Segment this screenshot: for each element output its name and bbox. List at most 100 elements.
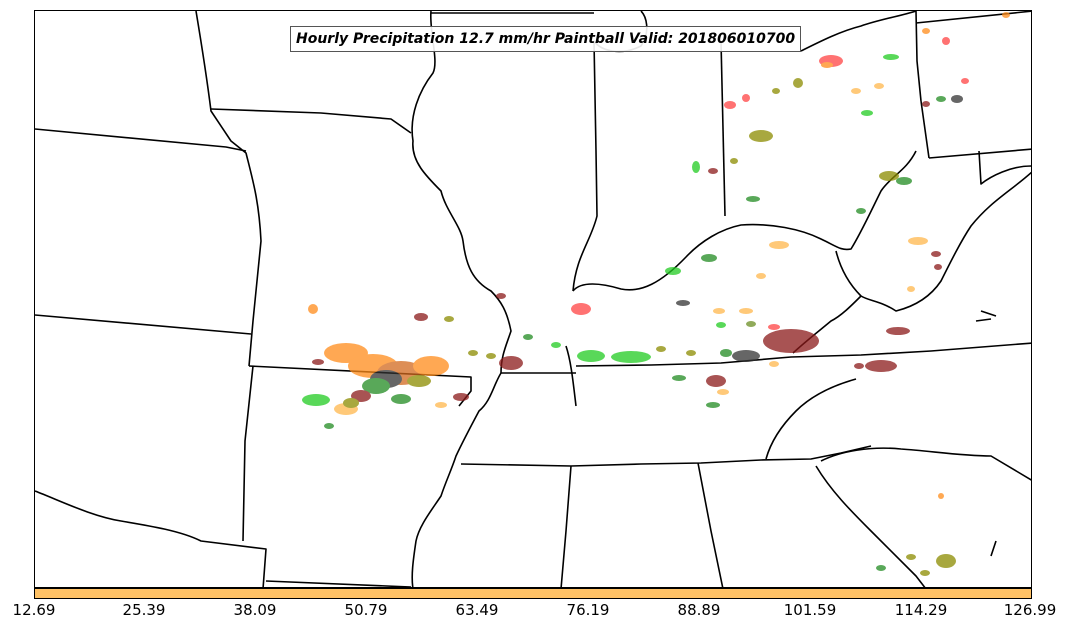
precip-blob	[920, 570, 930, 576]
precip-blob	[756, 273, 766, 279]
precip-blob	[922, 28, 930, 34]
precip-blob	[706, 402, 720, 408]
precip-blob	[444, 316, 454, 322]
precip-blob	[879, 171, 899, 181]
precip-blob	[938, 493, 944, 499]
colorbar-tick: 101.59	[783, 601, 837, 619]
state-boundaries	[35, 11, 1031, 587]
precip-blob	[896, 177, 912, 185]
map-canvas	[35, 11, 1031, 587]
precip-blob	[724, 101, 736, 109]
precip-blob	[676, 300, 690, 306]
precip-blob	[665, 267, 681, 275]
map-title: Hourly Precipitation 12.7 mm/hr Paintbal…	[290, 26, 802, 52]
precip-blob	[961, 78, 969, 84]
precip-blob	[942, 37, 950, 45]
boundary-in-oh	[720, 40, 726, 217]
precip-blob	[308, 304, 318, 314]
precip-blob	[746, 321, 756, 327]
boundary-oh-pa	[915, 11, 922, 102]
precip-blob	[496, 293, 506, 299]
colorbar-tick: 50.79	[344, 601, 388, 619]
boundary-ms-al	[560, 465, 572, 587]
precip-blob	[468, 350, 478, 356]
boundary-mississippi-lower	[411, 372, 502, 587]
precip-blob	[414, 313, 428, 321]
precip-blob	[793, 78, 803, 88]
precip-blob	[746, 196, 760, 202]
precip-blob	[523, 334, 533, 340]
precip-blob	[742, 94, 750, 102]
precip-blob	[720, 349, 732, 357]
precip-blob	[865, 360, 897, 372]
precip-blob	[769, 361, 779, 367]
boundary-nc-sc	[820, 447, 1031, 481]
precip-blob	[706, 375, 726, 387]
colorbar	[34, 588, 1032, 599]
precip-blob	[343, 398, 359, 408]
precip-blob	[951, 95, 963, 103]
precip-blob	[708, 168, 718, 174]
boundary-pa-west	[920, 100, 930, 159]
precip-blob	[874, 83, 884, 89]
precip-blob	[856, 208, 866, 214]
precip-paintball	[302, 12, 1010, 576]
colorbar-tick: 126.99	[1003, 601, 1057, 619]
precip-blob	[821, 62, 833, 68]
precip-blob	[312, 359, 324, 365]
colorbar-tick: 12.69	[12, 601, 56, 619]
precip-blob	[577, 350, 605, 362]
boundary-ar-ok	[242, 365, 254, 542]
precip-blob	[906, 554, 916, 560]
precip-blob	[413, 356, 449, 376]
colorbar-tick: 25.39	[122, 601, 166, 619]
precip-blob	[931, 251, 941, 257]
precip-blob	[716, 322, 726, 328]
boundary-mississippi-upper	[411, 11, 512, 374]
colorbar-ticks: 12.69 25.39 38.09 50.79 63.49 76.19 88.8…	[0, 599, 1070, 629]
map-panel: Hourly Precipitation 12.7 mm/hr Paintbal…	[34, 10, 1032, 588]
colorbar-tick: 114.29	[894, 601, 948, 619]
precip-blob	[749, 130, 773, 142]
colorbar-tick: 88.89	[677, 601, 721, 619]
precip-blob	[883, 54, 899, 60]
boundary-ks-south	[35, 314, 252, 335]
precip-blob	[934, 264, 942, 270]
boundary-ks-north	[35, 128, 247, 152]
boundary-va-nc	[765, 378, 857, 460]
precip-blob	[302, 394, 330, 406]
precip-blob	[763, 329, 819, 353]
precip-blob	[391, 394, 411, 404]
precip-blob	[435, 402, 447, 408]
precip-blob	[701, 254, 717, 262]
boundary-wv	[835, 150, 1031, 312]
precip-blob	[854, 363, 864, 369]
precip-blob	[571, 303, 591, 315]
precip-blob	[768, 324, 780, 330]
precip-blob	[732, 350, 760, 362]
precip-blob	[772, 88, 780, 94]
precip-blob	[686, 350, 696, 356]
boundary-pa-south	[928, 148, 1031, 159]
boundary-pa-north	[915, 11, 1031, 24]
precip-blob	[692, 161, 700, 173]
colorbar-tick: 63.49	[455, 601, 499, 619]
precip-blob	[876, 565, 886, 571]
precip-blob	[486, 353, 496, 359]
precip-blob	[1002, 12, 1010, 18]
precip-blob	[730, 158, 738, 164]
boundary-il-in	[572, 40, 598, 292]
coastal-bits	[975, 310, 997, 557]
precip-blob	[713, 308, 725, 314]
precip-blob	[656, 346, 666, 352]
boundary-ky-tn	[575, 342, 1031, 367]
precip-blob	[362, 378, 390, 394]
precip-blob	[407, 375, 431, 387]
precip-blob	[551, 342, 561, 348]
precip-blob	[499, 356, 523, 370]
precip-blob	[769, 241, 789, 249]
boundary-ohio-river	[572, 150, 917, 292]
precip-blob	[611, 351, 651, 363]
precip-blob	[861, 110, 873, 116]
precip-blob	[907, 286, 915, 292]
